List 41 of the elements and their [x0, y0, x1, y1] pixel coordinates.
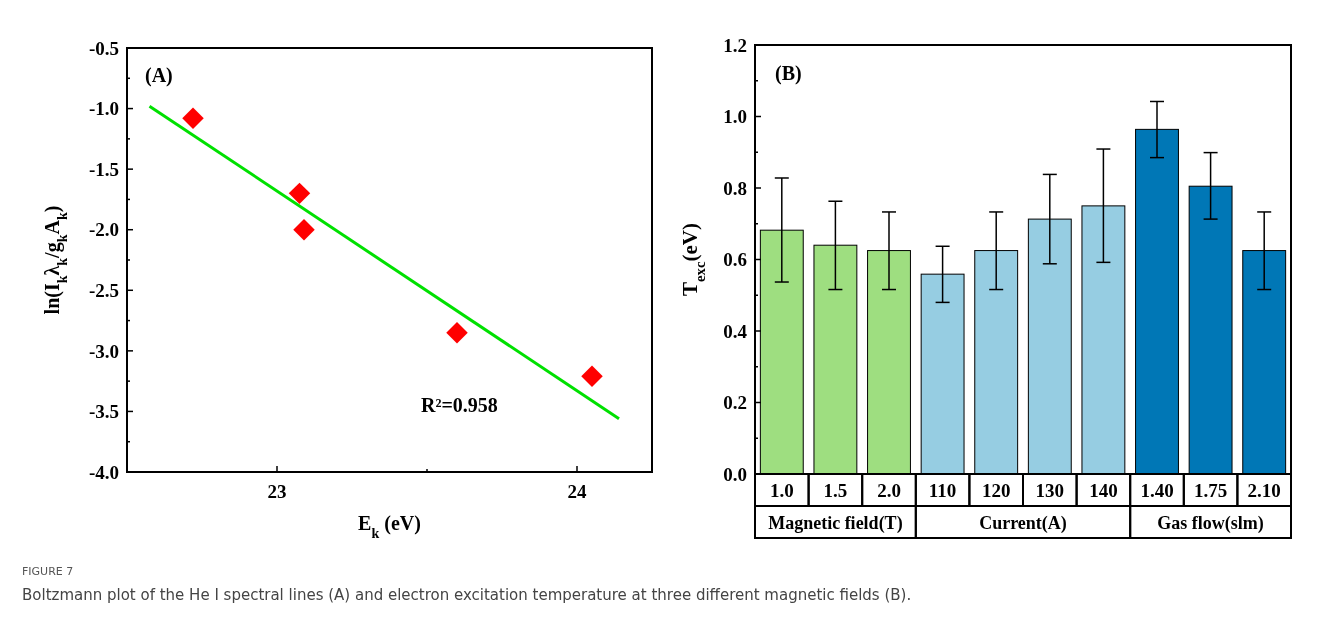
point [182, 107, 204, 129]
y-tick-label: -2.5 [88, 279, 119, 301]
point [293, 218, 315, 241]
x-tick-label: 120 [981, 480, 1011, 501]
x-tick-label: 1.40 [1140, 480, 1174, 501]
text: (B) [775, 62, 802, 85]
y-tick-label: -1.0 [88, 98, 119, 120]
x-tick-label: 24 [567, 481, 587, 502]
x-tick-label: 2.10 [1247, 480, 1281, 501]
text: (A) [145, 64, 173, 87]
text: Boltzmann plot of the He I spectral lines (A) and electron excitation temperature at three different magnetic fields (B). [22, 586, 912, 604]
x-tick-label: 2.0 [877, 480, 901, 501]
text: FIGURE 7 [22, 565, 74, 578]
point [446, 321, 468, 344]
annotation: R²=0.958 [421, 394, 498, 416]
y-tick-label: -3.0 [88, 340, 119, 362]
y-tick-label: -2.0 [88, 219, 119, 241]
x-tick-label: 1.75 [1193, 480, 1228, 501]
legend-label: Current(A) [979, 513, 1067, 534]
y-tick-label: 0.8 [723, 177, 747, 199]
x-tick-label: 130 [1035, 480, 1065, 501]
y-tick-label: 0.4 [723, 320, 748, 342]
x-tick-label: 110 [928, 480, 957, 501]
x-tick-label: 140 [1089, 480, 1118, 501]
y-tick-label: 0.0 [723, 463, 747, 485]
y-tick-label: -3.5 [88, 401, 119, 423]
x-tick-label: 23 [267, 481, 287, 502]
y-tick-label: 1.2 [723, 34, 747, 56]
y-tick-label: 1.0 [723, 106, 747, 128]
y-tick-label: 0.2 [723, 392, 747, 414]
x-axis-title: E$_{k}$ (eV) [358, 512, 421, 541]
legend-label: Gas flow(slm) [1157, 513, 1264, 534]
legend-label: Magnetic field(T) [768, 513, 903, 534]
y-tick-label: -1.5 [88, 158, 119, 180]
x-tick-label: 1.5 [823, 480, 848, 501]
y-tick-label: -0.5 [88, 37, 119, 59]
y-tick-label: 0.6 [723, 249, 747, 271]
x-tick-label: 1.0 [769, 480, 794, 501]
y-tick-label: -4.0 [88, 461, 119, 483]
point [581, 365, 603, 388]
point [288, 182, 311, 205]
